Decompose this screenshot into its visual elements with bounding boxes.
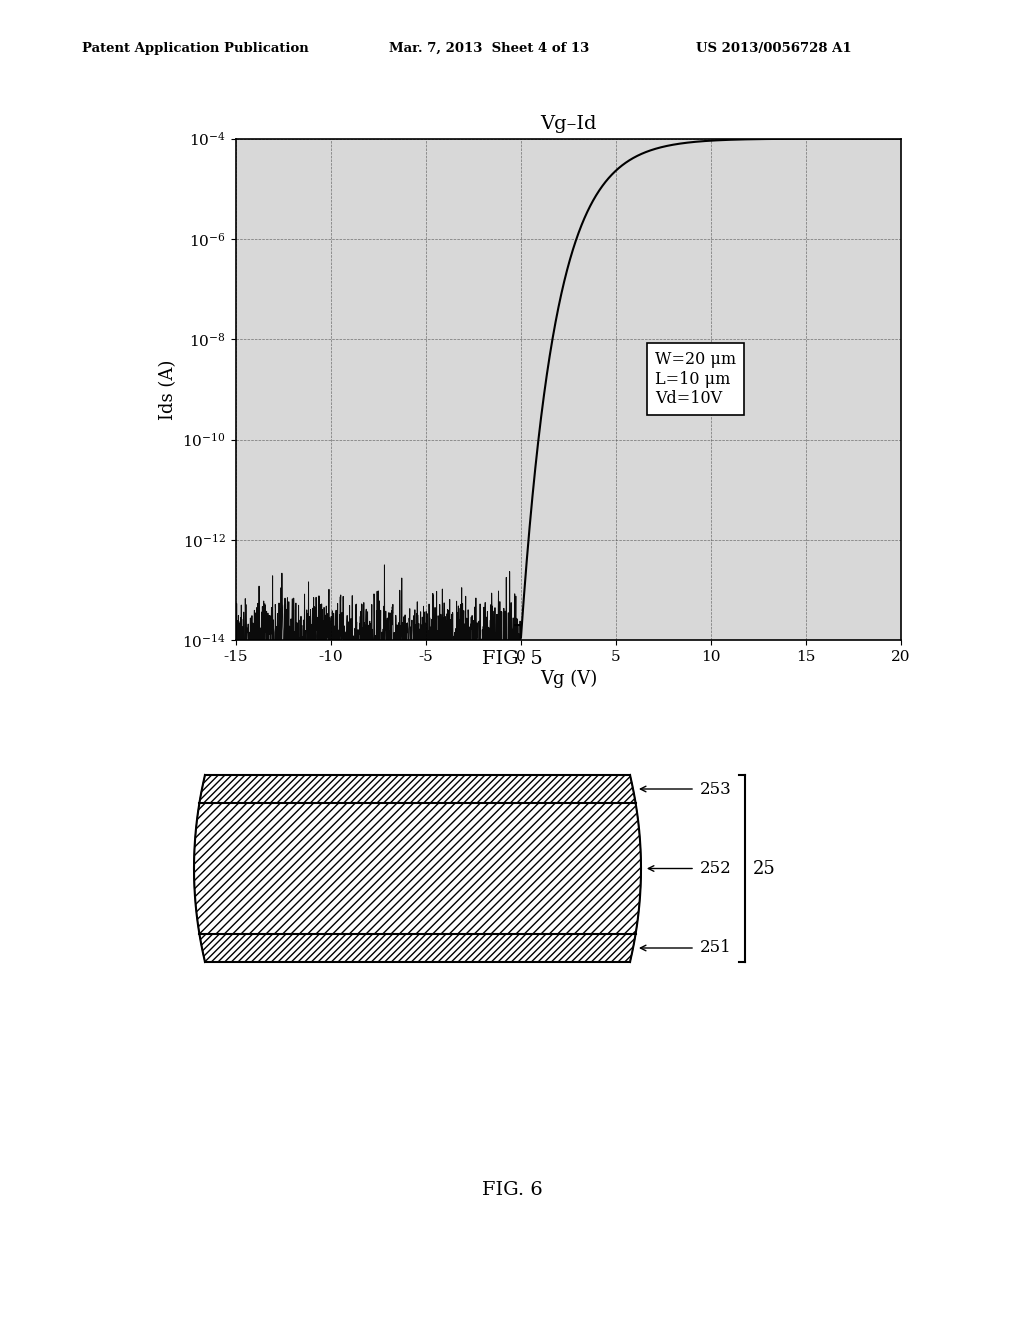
Polygon shape — [194, 803, 641, 935]
Text: 25: 25 — [753, 859, 776, 878]
Text: US 2013/0056728 A1: US 2013/0056728 A1 — [696, 42, 852, 55]
X-axis label: Vg (V): Vg (V) — [540, 669, 597, 688]
Text: FIG. 5: FIG. 5 — [481, 649, 543, 668]
Polygon shape — [200, 933, 636, 962]
Text: 253: 253 — [700, 780, 732, 797]
Text: 252: 252 — [700, 861, 732, 876]
Title: Vg–Id: Vg–Id — [540, 115, 597, 133]
Text: FIG. 6: FIG. 6 — [481, 1180, 543, 1199]
Polygon shape — [200, 775, 636, 804]
Text: Patent Application Publication: Patent Application Publication — [82, 42, 308, 55]
Text: W=20 μm
L=10 μm
Vd=10V: W=20 μm L=10 μm Vd=10V — [655, 351, 736, 408]
Text: 251: 251 — [700, 940, 732, 957]
Y-axis label: Ids (A): Ids (A) — [159, 359, 177, 420]
Text: Mar. 7, 2013  Sheet 4 of 13: Mar. 7, 2013 Sheet 4 of 13 — [389, 42, 590, 55]
